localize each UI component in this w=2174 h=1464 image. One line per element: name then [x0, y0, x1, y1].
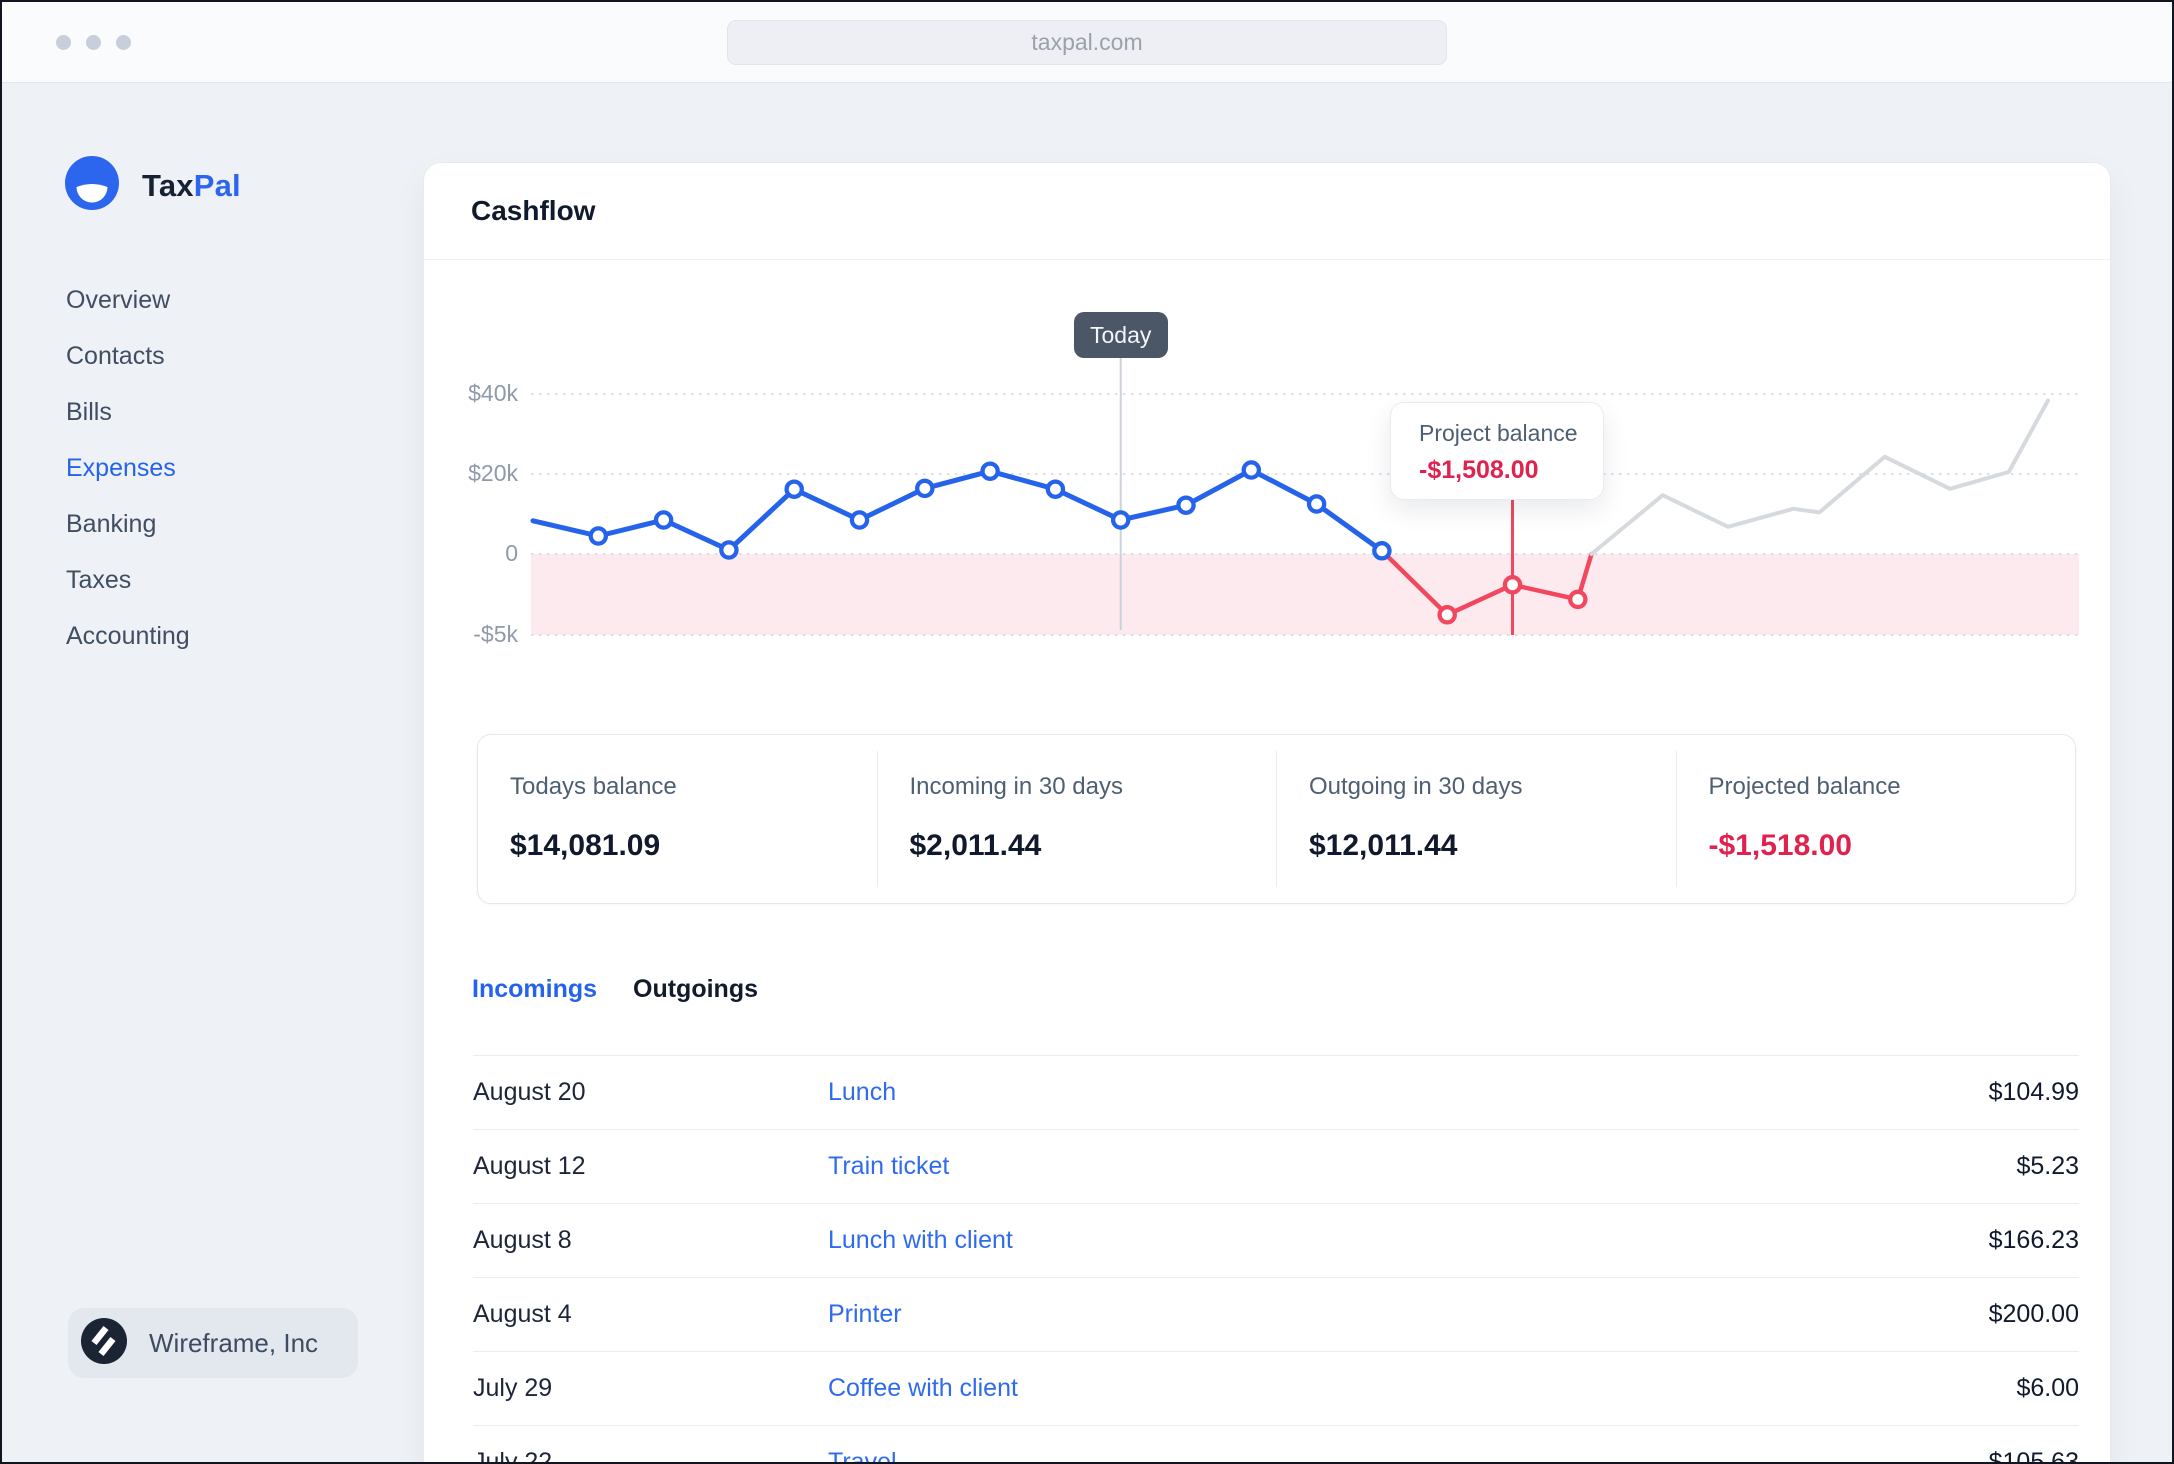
chart-tooltip: Project balance -$1,508.00	[1390, 402, 1604, 500]
data-point-marker[interactable]	[1437, 605, 1457, 625]
transaction-amount: $105.63	[1988, 1448, 2079, 1464]
transaction-date: July 29	[473, 1374, 553, 1402]
panel-title: Cashflow	[471, 195, 596, 226]
data-point-marker[interactable]	[1502, 575, 1523, 595]
transaction-date: August 12	[473, 1152, 586, 1180]
window-control-dot[interactable]	[116, 35, 131, 50]
data-point-marker[interactable]	[1568, 589, 1588, 610]
sidebar-nav: Overview Contacts Bills Expenses Banking Taxe…	[66, 272, 190, 664]
data-point-marker[interactable]	[588, 526, 609, 546]
sidebar-item-overview[interactable]: Overview	[66, 285, 171, 314]
transaction-date: August 20	[473, 1078, 586, 1106]
transaction-description-link[interactable]: Travel	[828, 1448, 897, 1464]
cashflow-panel: Cashflow $40k $20k 0 -$5k Today Project bal…	[423, 162, 2111, 1464]
data-point-marker[interactable]	[849, 510, 870, 530]
stat-card: Outgoing in 30 days $12,011.44	[1276, 751, 1676, 887]
stat-label: Incoming in 30 days	[909, 773, 1123, 800]
window-control-dot[interactable]	[86, 35, 101, 50]
transaction-tabs: Incomings Outgoings	[472, 971, 758, 1007]
stat-card: Incoming in 30 days $2,011.44	[876, 751, 1277, 887]
stat-label: Outgoing in 30 days	[1309, 773, 1523, 800]
today-pill: Today	[1073, 312, 1168, 358]
data-point-marker[interactable]	[1241, 460, 1262, 480]
transaction-description-link[interactable]: Lunch	[828, 1078, 897, 1106]
y-axis-label: $20k	[468, 460, 518, 486]
table-row: August 4 Printer $200.00	[473, 1277, 2079, 1351]
data-point-marker[interactable]	[1176, 495, 1196, 515]
stat-value: $2,011.44	[909, 829, 1042, 862]
sidebar-item-bills[interactable]: Bills	[66, 397, 112, 426]
transaction-amount: $5.23	[2016, 1152, 2079, 1180]
window-control-dot[interactable]	[56, 35, 71, 50]
transaction-date: August 4	[473, 1300, 572, 1328]
sidebar: TaxPal Overview Contacts Bills Expenses Bank…	[2, 83, 423, 1462]
table-row: July 29 Coffee with client $6.00	[473, 1351, 2079, 1425]
org-logo-icon	[81, 1317, 127, 1369]
transaction-amount: $200.00	[1988, 1300, 2079, 1328]
tab-outgoings[interactable]: Outgoings	[633, 975, 758, 1003]
org-switcher[interactable]: Wireframe, Inc	[68, 1308, 358, 1378]
negative-band	[531, 554, 2079, 635]
stat-value: $14,081.09	[510, 829, 661, 862]
stat-card: Projected balance -$1,518.00	[1675, 751, 2076, 887]
transaction-description-link[interactable]: Coffee with client	[828, 1374, 1018, 1402]
sidebar-item-taxes[interactable]: Taxes	[66, 565, 132, 594]
table-row: August 12 Train ticket $5.23	[473, 1129, 2079, 1203]
stat-label: Todays balance	[510, 773, 677, 800]
data-point-marker[interactable]	[784, 479, 804, 499]
series-projected	[1589, 398, 2050, 556]
transaction-amount: $6.00	[2016, 1374, 2079, 1402]
panel-header: Cashflow	[424, 163, 2110, 260]
transaction-amount: $166.23	[1988, 1226, 2079, 1254]
sidebar-item-accounting[interactable]: Accounting	[66, 621, 190, 650]
data-point-marker[interactable]	[980, 461, 1000, 481]
stat-value: $12,011.44	[1309, 829, 1458, 862]
data-point-marker[interactable]	[915, 478, 935, 499]
stat-value: -$1,518.00	[1708, 829, 1852, 862]
stat-label: Projected balance	[1708, 773, 1901, 800]
tooltip-value: -$1,508.00	[1419, 456, 1539, 484]
tooltip-label: Project balance	[1419, 420, 1578, 446]
transactions-table: August 20 Lunch $104.99 August 12 Train tick…	[473, 1055, 2079, 1464]
today-label: Today	[1090, 321, 1152, 348]
transaction-description-link[interactable]: Printer	[828, 1300, 902, 1328]
sidebar-item-contacts[interactable]: Contacts	[66, 341, 165, 370]
app-body: TaxPal Overview Contacts Bills Expenses Bank…	[2, 83, 2172, 1462]
table-row: July 22 Travel $105.63	[473, 1425, 2079, 1464]
y-axis-label: -$5k	[473, 621, 518, 647]
y-axis-label: $40k	[468, 380, 518, 406]
sidebar-item-expenses[interactable]: Expenses	[66, 453, 176, 482]
taxpal-logo-icon	[64, 155, 120, 216]
org-name: Wireframe, Inc	[149, 1327, 319, 1358]
data-point-marker[interactable]	[719, 540, 739, 560]
transaction-amount: $104.99	[1988, 1078, 2079, 1106]
data-point-marker[interactable]	[653, 510, 674, 530]
logo-link[interactable]: TaxPal	[64, 155, 241, 216]
table-row: August 8 Lunch with client $166.23	[473, 1203, 2079, 1277]
data-point-marker[interactable]	[1045, 479, 1066, 499]
url-bar[interactable]: taxpal.com	[727, 20, 1447, 65]
transaction-description-link[interactable]: Lunch with client	[828, 1226, 1013, 1254]
y-axis-labels: $40k $20k 0 -$5k	[424, 260, 518, 715]
transaction-date: August 8	[473, 1226, 572, 1254]
tab-incomings[interactable]: Incomings	[472, 975, 598, 1003]
sidebar-item-banking[interactable]: Banking	[66, 509, 157, 538]
stat-card: Todays balance $14,081.09	[478, 751, 877, 887]
transaction-description-link[interactable]: Train ticket	[828, 1152, 950, 1180]
transaction-date: July 22	[473, 1448, 553, 1464]
cashflow-chart: $40k $20k 0 -$5k Today Project balance -$1,…	[424, 260, 2110, 715]
browser-chrome: taxpal.com	[2, 2, 2172, 83]
window-controls	[56, 35, 131, 50]
y-axis-label: 0	[505, 540, 518, 566]
brand-name: TaxPal	[142, 167, 241, 203]
url-text: taxpal.com	[1031, 29, 1143, 55]
series-actual-balance	[530, 467, 1385, 554]
data-point-marker[interactable]	[1110, 510, 1131, 530]
table-row: August 20 Lunch $104.99	[473, 1055, 2079, 1129]
cashflow-chart-svg	[530, 358, 2079, 636]
data-point-marker[interactable]	[1306, 494, 1327, 514]
stats-row: Todays balance $14,081.09 Incoming in 30 d…	[477, 734, 2076, 904]
data-point-marker[interactable]	[1372, 541, 1392, 561]
